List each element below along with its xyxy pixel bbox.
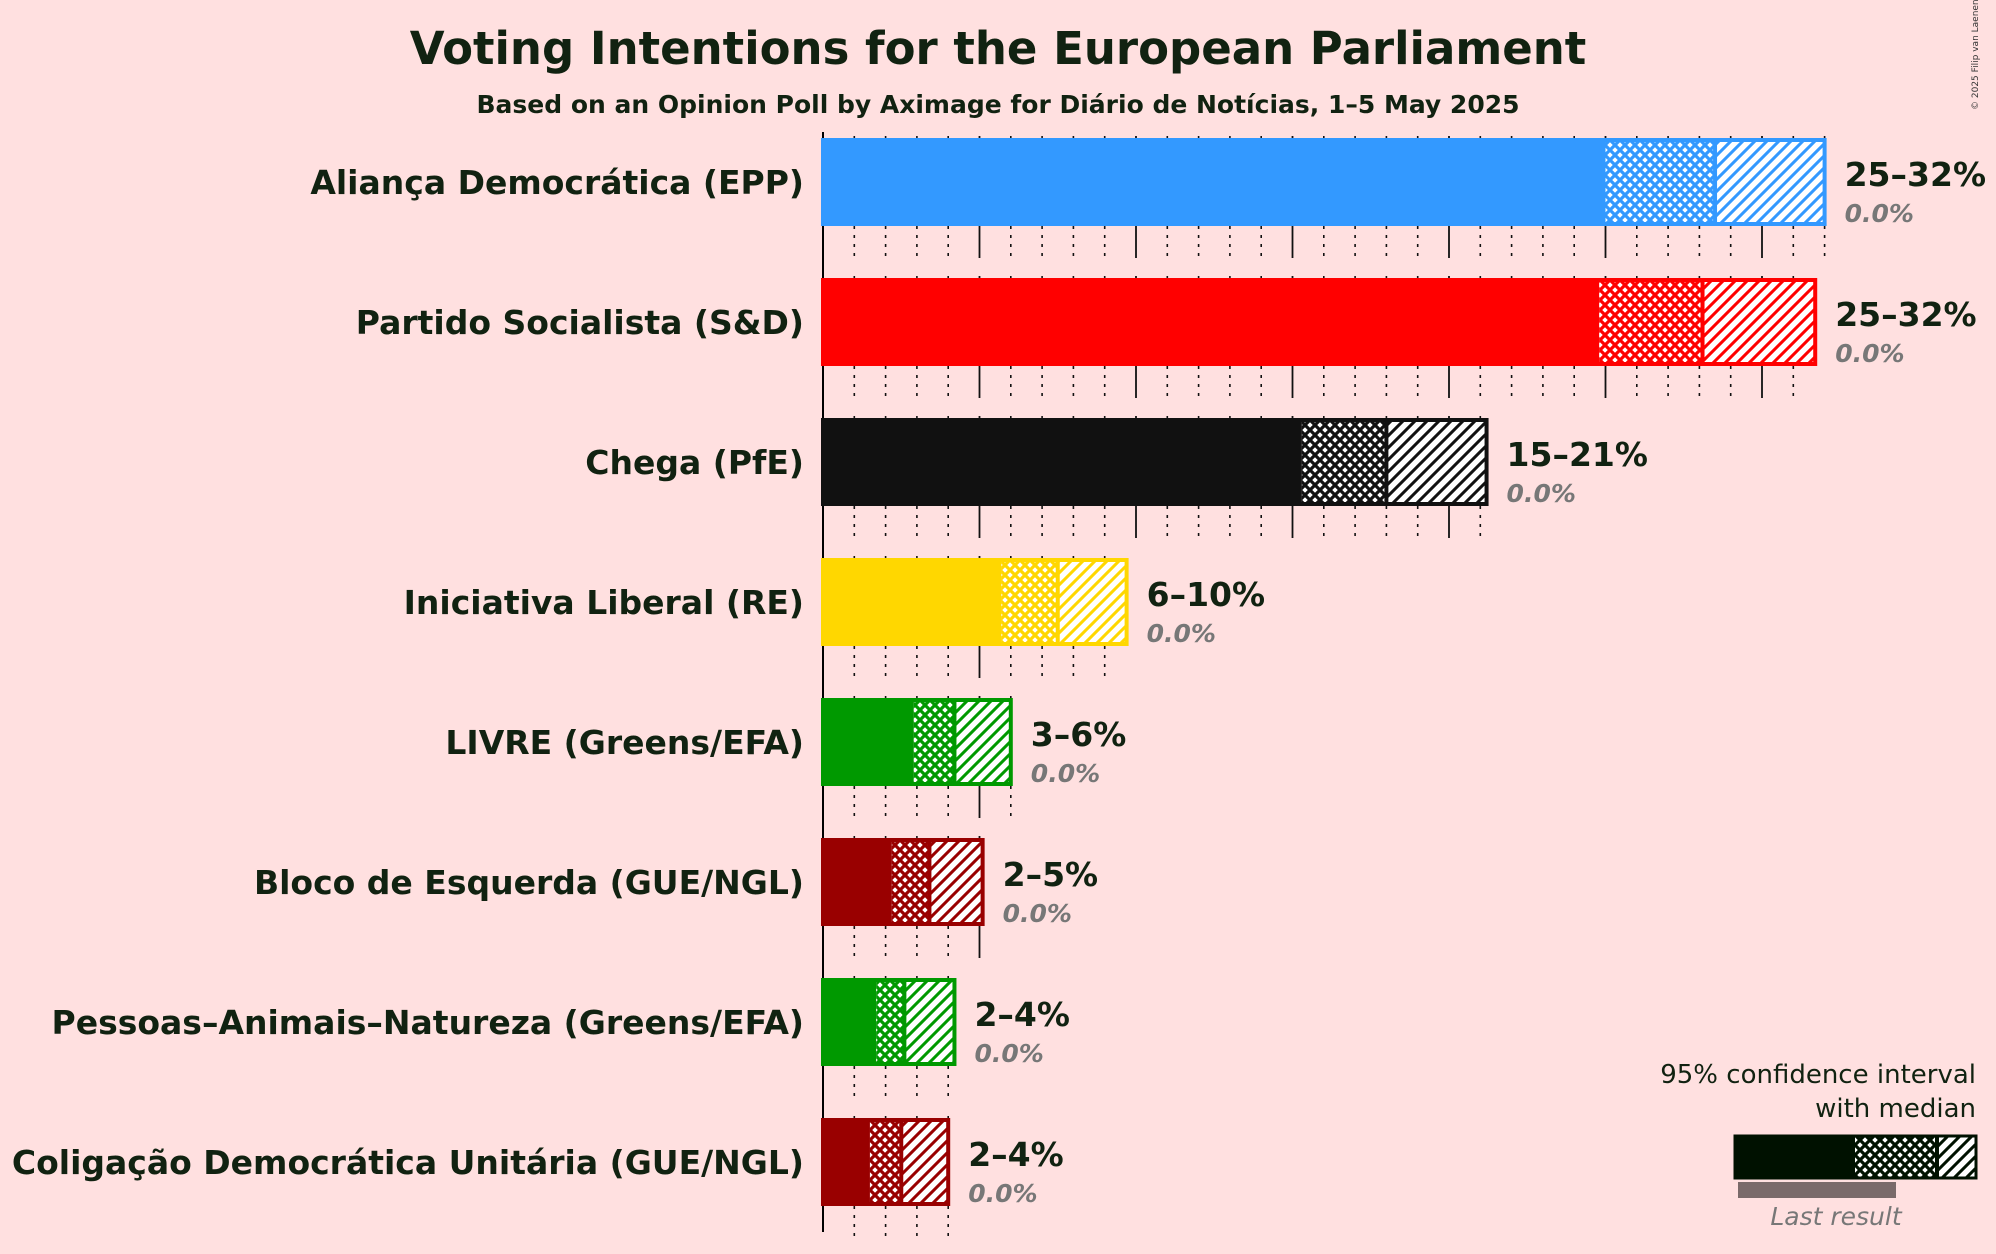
bar-solid [823, 140, 1606, 224]
bar-ci-lower [1599, 280, 1703, 364]
copyright-text: © 2025 Filip van Laenen [1971, 0, 1981, 110]
legend-cross [1855, 1136, 1937, 1178]
party-label: LIVRE (Greens/EFA) [445, 723, 804, 762]
bar-ci-lower [891, 840, 930, 924]
bar-ci-lower [869, 1120, 902, 1204]
bar-outline [821, 418, 1489, 506]
bar-ci-lower [1301, 420, 1387, 504]
range-label: 2–4% [968, 1135, 1063, 1174]
range-label: 2–5% [1003, 855, 1099, 894]
last-result-label: 0.0% [1835, 339, 1904, 368]
party-label: Iniciativa Liberal (RE) [404, 583, 804, 622]
party-row: Pessoas–Animais–Natureza (Greens/EFA) 2–4… [52, 978, 1070, 1068]
range-label: 25–32% [1835, 295, 1976, 334]
bar-ci-lower [913, 700, 955, 784]
party-label: Chega (PfE) [585, 443, 804, 482]
bar-outline [821, 558, 1129, 646]
bar-ci-upper [904, 980, 955, 1064]
legend-diag [1937, 1136, 1976, 1178]
bar-solid [823, 560, 1002, 644]
range-label: 3–6% [1031, 715, 1127, 754]
party-row: Chega (PfE) 15–21% 0.0% [585, 418, 1648, 508]
bar-ci-lower [1605, 140, 1716, 224]
last-result-label: 0.0% [1507, 479, 1576, 508]
last-result-label: 0.0% [968, 1179, 1037, 1208]
party-label: Partido Socialista (S&D) [356, 303, 804, 342]
bar-outline [821, 138, 1827, 226]
party-row: LIVRE (Greens/EFA) 3–6% 0.0% [445, 698, 1127, 788]
range-label: 6–10% [1147, 575, 1265, 614]
bar-outline [821, 278, 1818, 366]
bars: Aliança Democrática (EPP) 25–32%0.0%Parti… [12, 138, 1986, 1208]
last-result-label: 0.0% [1845, 199, 1914, 228]
last-result-label: 0.0% [1003, 899, 1072, 928]
bar-solid [823, 700, 914, 784]
party-row: Iniciativa Liberal (RE) 6–10% 0.0% [404, 558, 1265, 648]
bar-outline [821, 838, 985, 926]
bar-outline [821, 978, 957, 1066]
party-row: Aliança Democrática (EPP) 25–32% 0.0% [310, 138, 1986, 228]
bar-ci-upper [901, 1120, 949, 1204]
bar-ci-upper [1715, 140, 1825, 224]
chart-subtitle: Based on an Opinion Poll by Aximage for … [476, 90, 1519, 119]
bar-solid [823, 420, 1302, 504]
party-row: Partido Socialista (S&D) 25–32% 0.0% [356, 278, 1977, 368]
last-result-label: 0.0% [974, 1039, 1043, 1068]
last-result-label: 0.0% [1031, 759, 1100, 788]
party-label: Aliança Democrática (EPP) [310, 163, 804, 202]
legend-last-result-bar [1738, 1182, 1896, 1198]
bar-solid [823, 980, 877, 1064]
party-row: Bloco de Esquerda (GUE/NGL) 2–5% 0.0% [254, 838, 1099, 928]
bar-solid [823, 280, 1600, 364]
party-row: Coligação Democrática Unitária (GUE/NGL)… [12, 1118, 1064, 1208]
chart-title: Voting Intentions for the European Parli… [410, 22, 1587, 75]
legend-outline [1733, 1134, 1978, 1180]
legend-title-line1: 95% confidence interval [1660, 1060, 1976, 1090]
bar-outline [821, 1118, 951, 1206]
bar-outline [821, 698, 1013, 786]
bar-ci-upper [1057, 560, 1127, 644]
range-label: 2–4% [974, 995, 1069, 1034]
legend: 95% confidence interval with median Last… [1660, 1060, 1978, 1231]
last-result-label: 0.0% [1147, 619, 1216, 648]
bar-solid [823, 1120, 870, 1204]
party-label: Pessoas–Animais–Natureza (Greens/EFA) [52, 1003, 804, 1042]
party-label: Coligação Democrática Unitária (GUE/NGL) [12, 1143, 804, 1182]
bar-ci-upper [929, 840, 983, 924]
legend-title-line2: with median [1815, 1094, 1976, 1124]
party-label: Bloco de Esquerda (GUE/NGL) [254, 863, 804, 902]
legend-solid [1735, 1136, 1855, 1178]
range-label: 25–32% [1845, 155, 1986, 194]
bar-ci-upper [1386, 420, 1487, 504]
bar-ci-lower [1001, 560, 1058, 644]
bar-ci-upper [954, 700, 1011, 784]
legend-last-result: Last result [1770, 1202, 1902, 1231]
bar-ci-upper [1702, 280, 1816, 364]
bar-ci-lower [876, 980, 905, 1064]
bar-solid [823, 840, 892, 924]
range-label: 15–21% [1507, 435, 1648, 474]
legend-swatch [1733, 1134, 1978, 1198]
